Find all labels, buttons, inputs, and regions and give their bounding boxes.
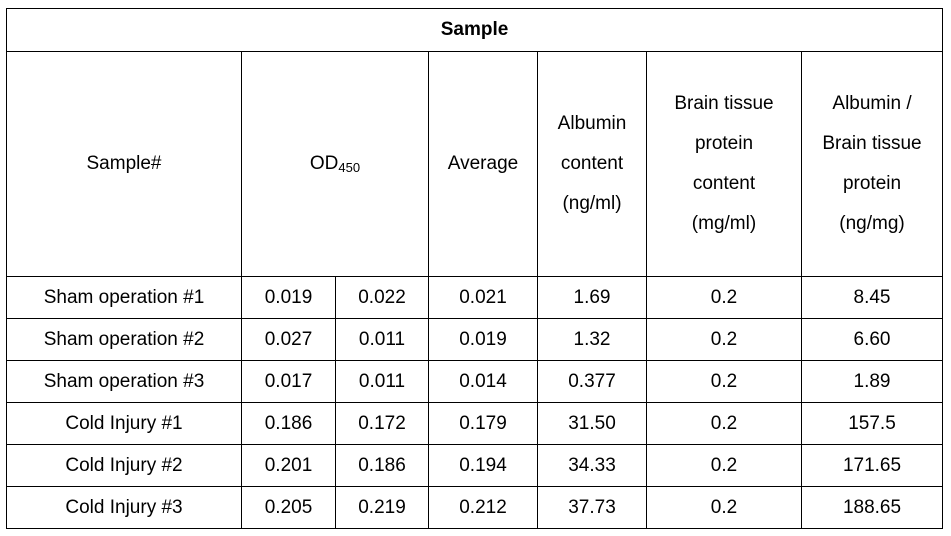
header-ratio-line: Albumin /: [832, 93, 912, 114]
cell-protein: 0.2: [646, 402, 802, 445]
cell-average: 0.179: [428, 402, 538, 445]
cell-albumin: 34.33: [537, 444, 647, 487]
header-albumin-line: (ng/ml): [562, 193, 622, 214]
cell-albumin: 1.69: [537, 276, 647, 319]
header-brain-protein-line: Brain tissue: [674, 93, 774, 114]
cell-albumin: 37.73: [537, 486, 647, 529]
table-row: Cold Injury #2 0.201 0.186 0.194 34.33 0…: [6, 444, 944, 487]
cell-sample: Cold Injury #1: [6, 402, 242, 445]
cell-od2: 0.172: [335, 402, 429, 445]
header-albumin-line: Albumin: [557, 113, 627, 134]
cell-sample: Sham operation #2: [6, 318, 242, 361]
table-row: Sham operation #3 0.017 0.011 0.014 0.37…: [6, 360, 944, 403]
cell-protein: 0.2: [646, 318, 802, 361]
cell-average: 0.021: [428, 276, 538, 319]
cell-od2: 0.011: [335, 318, 429, 361]
cell-od1: 0.201: [241, 444, 336, 487]
header-albumin-line: content: [560, 153, 624, 174]
cell-protein: 0.2: [646, 444, 802, 487]
cell-average: 0.194: [428, 444, 538, 487]
header-ratio-line: protein: [842, 173, 902, 194]
cell-sample: Sham operation #3: [6, 360, 242, 403]
cell-sample: Cold Injury #3: [6, 486, 242, 529]
cell-average: 0.212: [428, 486, 538, 529]
cell-ratio: 6.60: [800, 318, 944, 361]
header-brain-protein-line: protein: [694, 133, 754, 154]
header-od450: OD450: [241, 51, 429, 277]
cell-od1: 0.186: [241, 402, 336, 445]
cell-albumin: 0.377: [537, 360, 647, 403]
cell-protein: 0.2: [646, 276, 802, 319]
header-ratio-line: (ng/mg): [839, 213, 905, 234]
cell-od1: 0.205: [241, 486, 336, 529]
header-ratio: Albumin / Brain tissue protein (ng/mg): [800, 51, 944, 277]
cell-od2: 0.022: [335, 276, 429, 319]
cell-od2: 0.219: [335, 486, 429, 529]
header-brain-protein-line: (mg/ml): [691, 213, 757, 234]
cell-ratio: 157.5: [800, 402, 944, 445]
header-ratio-line: Brain tissue: [822, 133, 922, 154]
cell-albumin: 31.50: [537, 402, 647, 445]
cell-average: 0.014: [428, 360, 538, 403]
cell-ratio: 188.65: [800, 486, 944, 529]
header-od-subscript: 450: [338, 159, 361, 175]
cell-sample: Cold Injury #2: [6, 444, 242, 487]
cell-od1: 0.019: [241, 276, 336, 319]
header-average: Average: [428, 51, 538, 277]
header-od-main: OD: [309, 152, 339, 174]
table-row: Cold Injury #3 0.205 0.219 0.212 37.73 0…: [6, 486, 944, 529]
cell-ratio: 1.89: [800, 360, 944, 403]
cell-od1: 0.027: [241, 318, 336, 361]
cell-ratio: 8.45: [800, 276, 944, 319]
cell-od2: 0.186: [335, 444, 429, 487]
cell-od2: 0.011: [335, 360, 429, 403]
table-row: Cold Injury #1 0.186 0.172 0.179 31.50 0…: [6, 402, 944, 445]
header-albumin-content: Albumin content (ng/ml): [537, 51, 647, 277]
cell-average: 0.019: [428, 318, 538, 361]
cell-protein: 0.2: [646, 486, 802, 529]
cell-ratio: 171.65: [800, 444, 944, 487]
cell-albumin: 1.32: [537, 318, 647, 361]
header-sample: Sample#: [6, 51, 242, 277]
table-title: Sample: [5, 8, 944, 52]
cell-sample: Sham operation #1: [6, 276, 242, 319]
cell-protein: 0.2: [646, 360, 802, 403]
header-brain-protein: Brain tissue protein content (mg/ml): [646, 51, 802, 277]
table-title-row: Sample: [5, 8, 944, 52]
header-brain-protein-line: content: [692, 173, 756, 194]
table-row: Sham operation #1 0.019 0.022 0.021 1.69…: [6, 276, 944, 319]
cell-od1: 0.017: [241, 360, 336, 403]
table-row: Sham operation #2 0.027 0.011 0.019 1.32…: [6, 318, 944, 361]
table-header-row: Sample# OD450 Average Albumin content (n…: [6, 51, 944, 277]
albumin-data-table: Sample Sample# OD450 Average Albumin con…: [5, 8, 944, 529]
